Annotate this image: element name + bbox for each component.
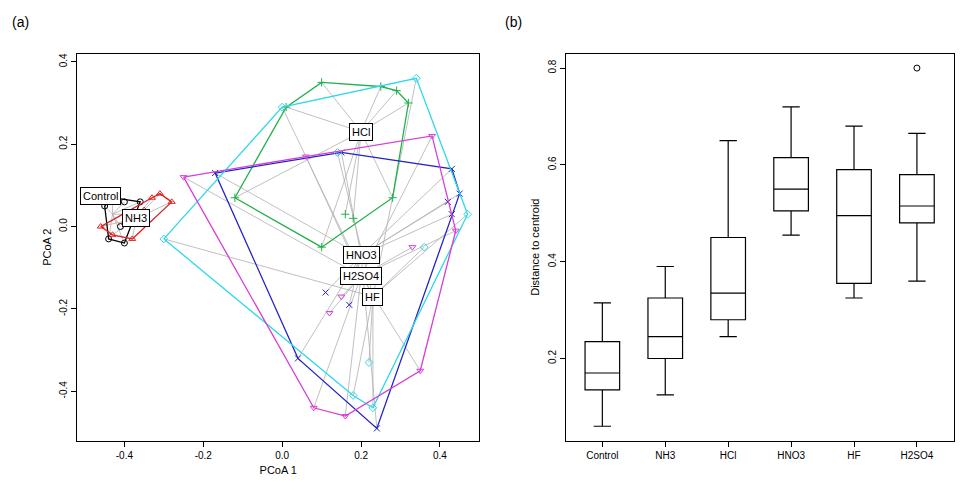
svg-text:0.4: 0.4 — [433, 450, 447, 461]
svg-text:(b): (b) — [505, 14, 522, 30]
svg-text:0.8: 0.8 — [547, 59, 558, 73]
svg-text:-0.4: -0.4 — [58, 381, 69, 399]
svg-text:NH3: NH3 — [125, 212, 147, 224]
svg-text:H2SO4: H2SO4 — [901, 450, 934, 461]
svg-text:0.0: 0.0 — [58, 218, 69, 232]
svg-text:0.4: 0.4 — [58, 53, 69, 67]
svg-text:Control: Control — [83, 190, 118, 202]
svg-text:-0.2: -0.2 — [58, 298, 69, 316]
svg-text:0.2: 0.2 — [354, 450, 368, 461]
svg-text:0.2: 0.2 — [547, 350, 558, 364]
svg-text:HNO3: HNO3 — [346, 249, 377, 261]
svg-text:PCoA 1: PCoA 1 — [260, 464, 297, 476]
svg-text:-0.2: -0.2 — [195, 450, 213, 461]
svg-text:0.4: 0.4 — [547, 253, 558, 267]
svg-text:-0.4: -0.4 — [116, 450, 134, 461]
svg-text:HF: HF — [365, 291, 380, 303]
svg-text:(a): (a) — [12, 14, 29, 30]
svg-text:0.0: 0.0 — [275, 450, 289, 461]
svg-text:HNO3: HNO3 — [777, 450, 805, 461]
svg-text:PCoA 2: PCoA 2 — [41, 229, 53, 266]
svg-text:HF: HF — [847, 450, 860, 461]
svg-text:Control: Control — [586, 450, 618, 461]
svg-text:0.2: 0.2 — [58, 135, 69, 149]
svg-text:0.6: 0.6 — [547, 156, 558, 170]
svg-text:HCl: HCl — [720, 450, 737, 461]
svg-text:Distance to centroid: Distance to centroid — [529, 199, 541, 296]
svg-text:NH3: NH3 — [655, 450, 675, 461]
svg-text:H2SO4: H2SO4 — [343, 270, 379, 282]
svg-text:HCl: HCl — [352, 126, 370, 138]
